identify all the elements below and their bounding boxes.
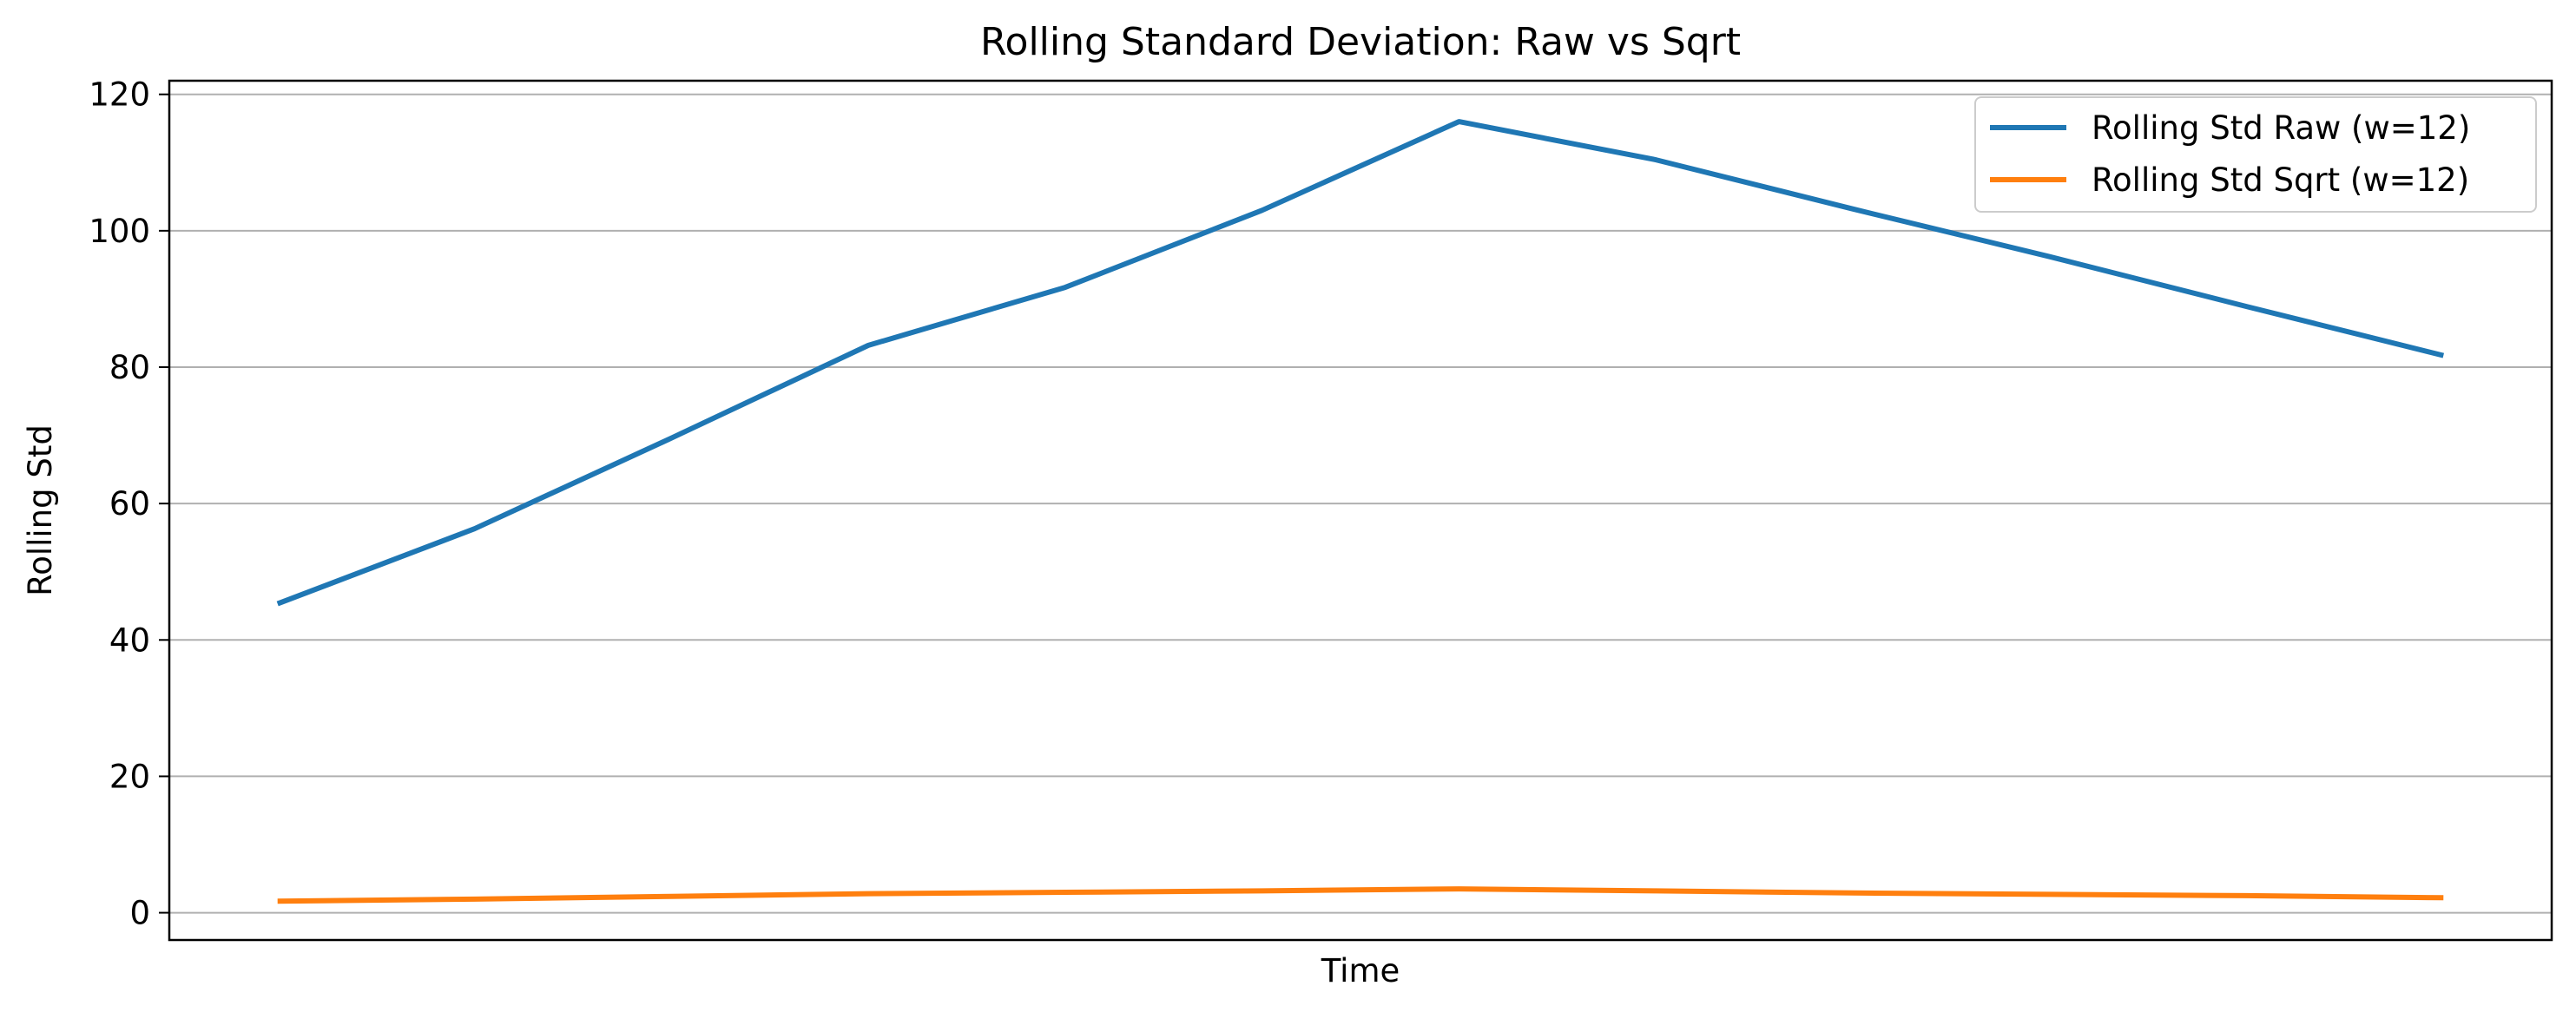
chart-title: Rolling Standard Deviation: Raw vs Sqrt: [980, 20, 1741, 64]
y-tick-label: 20: [109, 758, 150, 795]
y-axis-label: Rolling Std: [22, 424, 59, 596]
y-tick-label: 60: [109, 485, 150, 523]
y-tick-label: 0: [129, 895, 150, 932]
legend-label-sqrt: Rolling Std Sqrt (w=12): [2092, 161, 2469, 199]
x-axis-label: Time: [1321, 952, 1400, 989]
legend: Rolling Std Raw (w=12) Rolling Std Sqrt …: [1974, 96, 2537, 213]
grid-layer: [169, 93, 2552, 914]
y-tick-label: 120: [89, 76, 150, 114]
plot-frame: [168, 79, 2553, 942]
legend-label-raw: Rolling Std Raw (w=12): [2092, 109, 2470, 147]
y-axis-ticks: 0 20 40 60 80 100 120: [89, 76, 169, 932]
series-layer: [276, 119, 2445, 904]
series-line-raw: [276, 119, 2445, 607]
y-tick-label: 100: [89, 213, 150, 250]
series-line-sqrt: [277, 886, 2444, 904]
legend-frame: [1974, 96, 2537, 213]
y-tick-label: 80: [109, 349, 150, 386]
y-tick-label: 40: [109, 621, 150, 659]
